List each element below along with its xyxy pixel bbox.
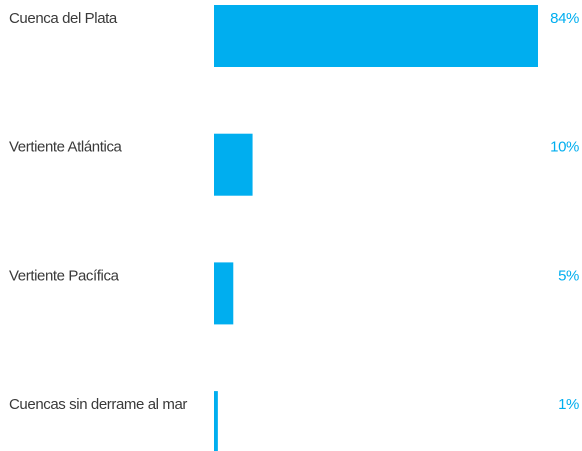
bar — [214, 262, 234, 325]
category-label: Cuenca del Plata — [9, 10, 118, 27]
value-label: 1% — [558, 396, 579, 413]
value-label: 84% — [550, 10, 579, 27]
category-label: Cuencas sin derrame al mar — [9, 396, 187, 413]
category-label: Vertiente Pacífica — [9, 267, 120, 284]
bar — [214, 5, 538, 67]
category-label: Vertiente Atlántica — [9, 139, 123, 156]
value-label: 10% — [550, 139, 579, 156]
bar — [214, 391, 218, 451]
bar — [214, 133, 253, 196]
value-label: 5% — [558, 267, 579, 284]
